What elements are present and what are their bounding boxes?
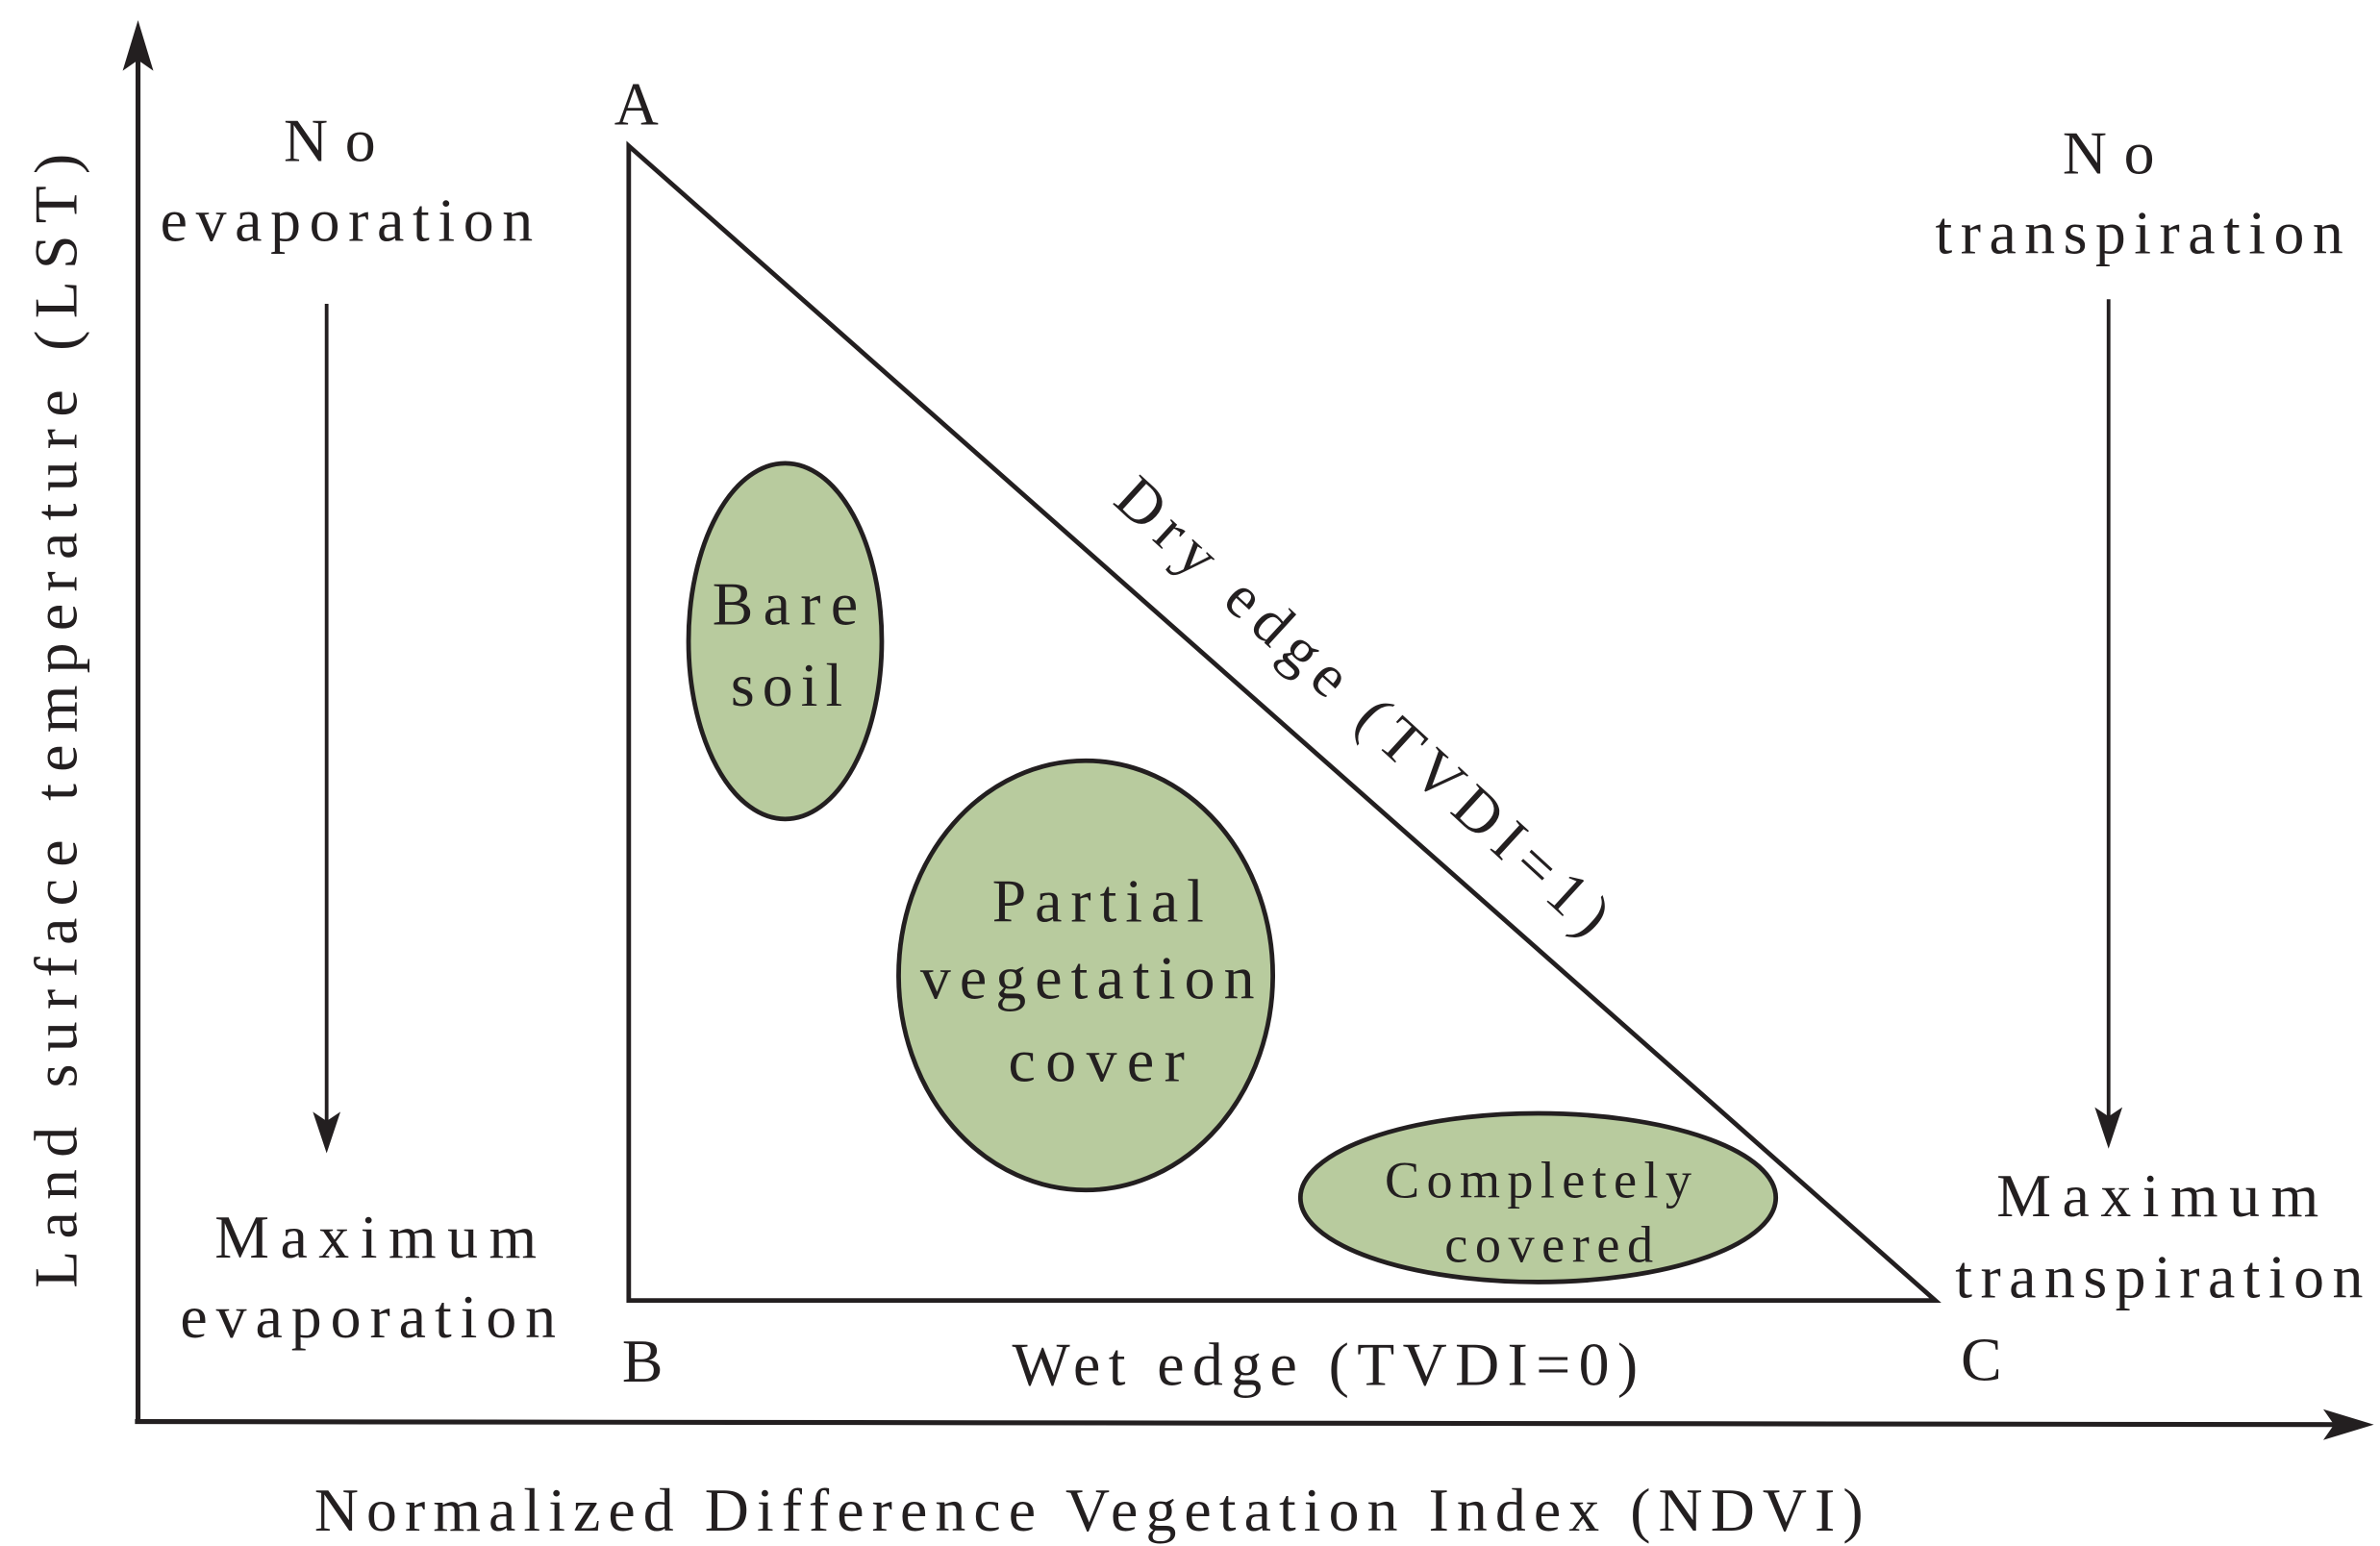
- x-axis: [135, 1409, 2374, 1440]
- vertex-label-b: B: [622, 1327, 664, 1395]
- bare-soil-label-line-1: Bare: [713, 569, 858, 637]
- max-evaporation-line-2: evaporation: [180, 1283, 556, 1351]
- partial-vegetation-label-line-2: vegetation: [920, 943, 1255, 1011]
- transpiration-annotation: No transpiration Maximum transpiration: [1936, 118, 2364, 1310]
- completely-covered-label-line-2: covered: [1444, 1216, 1653, 1274]
- triangle-abc: [626, 140, 1942, 1303]
- wet-edge-label: Wet edge (TVDI=0): [1013, 1330, 1639, 1398]
- y-axis-arrow-icon: [122, 19, 154, 71]
- completely-covered-ellipse: [1297, 1110, 1779, 1284]
- vertex-label-a: A: [614, 69, 659, 137]
- max-evaporation-line-1: Maximum: [214, 1203, 537, 1271]
- x-axis-label: Normalized Difference Vegetation Index (…: [314, 1476, 1864, 1544]
- max-transpiration-line-2: transpiration: [1955, 1242, 2363, 1310]
- vertex-label-c: C: [1961, 1326, 2002, 1394]
- partial-vegetation-ellipse: [896, 758, 1276, 1193]
- no-evaporation-line-2: evaporation: [161, 187, 534, 255]
- no-transpiration-line-1: No: [2063, 118, 2155, 187]
- evaporation-annotation: No evaporation Maximum evaporation: [161, 107, 556, 1351]
- x-axis-line: [135, 1419, 2341, 1428]
- no-evaporation-line-1: No: [284, 107, 376, 175]
- bare-soil-ellipse: [686, 461, 885, 822]
- x-axis-arrow-icon: [2322, 1409, 2374, 1440]
- no-transpiration-line-2: transpiration: [1936, 198, 2343, 266]
- region-partial-vegetation: Partial vegetation cover: [896, 758, 1276, 1193]
- y-axis-label: Land surface temperature (LST): [22, 154, 90, 1288]
- region-completely-covered: Completely covered: [1297, 1110, 1779, 1284]
- evaporation-down-arrow-icon: [313, 1111, 341, 1154]
- y-axis: [122, 19, 154, 1422]
- transpiration-down-arrow-icon: [2094, 1107, 2123, 1149]
- bare-soil-label-line-2: soil: [731, 651, 842, 719]
- region-bare-soil: Bare soil: [686, 461, 885, 822]
- max-transpiration-line-1: Maximum: [1996, 1161, 2318, 1230]
